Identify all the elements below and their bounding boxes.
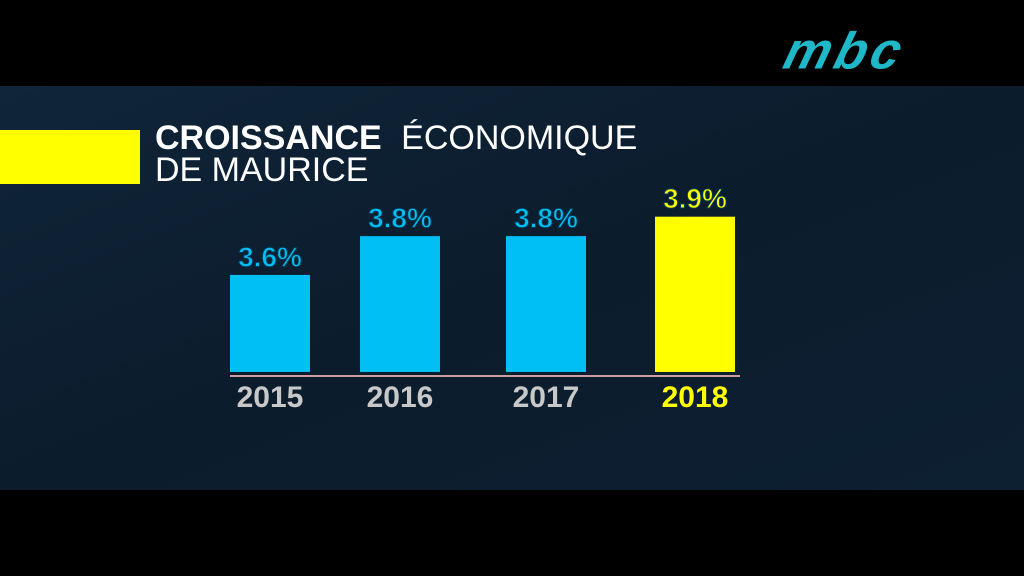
x-tick-label: 2015 (237, 381, 304, 414)
chart-title: CROISSANCE ÉCONOMIQUE (155, 119, 637, 157)
x-tick-label: 2016 (367, 381, 434, 414)
bar (655, 216, 735, 372)
bar (506, 236, 586, 372)
value-label: 3.8% (514, 202, 578, 233)
value-label: 3.9% (663, 183, 727, 214)
chart-subtitle: DE MAURICE (155, 151, 368, 189)
bar (230, 274, 310, 372)
value-label: 3.8% (368, 202, 432, 233)
bar (360, 236, 440, 372)
title-accent (0, 130, 140, 184)
value-label: 3.6% (238, 241, 302, 272)
logo: mbc (778, 23, 912, 81)
title-rest: ÉCONOMIQUE (401, 119, 637, 157)
title-bold: CROISSANCE (155, 119, 382, 157)
x-tick-label: 2018 (662, 381, 729, 414)
x-tick-label: 2017 (513, 381, 580, 414)
